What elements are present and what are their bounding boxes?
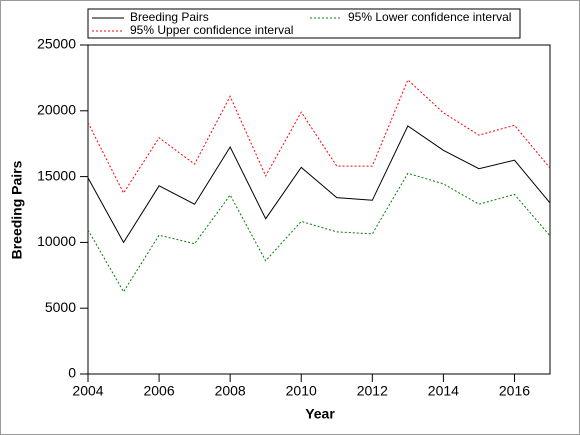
series-line — [87, 172, 551, 293]
y-axis-label: Breeding Pairs — [9, 160, 25, 259]
y-tick-label: 10000 — [37, 233, 76, 249]
x-tick-label: 2014 — [428, 383, 459, 399]
legend-label: 95% Upper confidence interval — [130, 23, 293, 37]
x-axis-label: Year — [305, 406, 335, 422]
plot-area — [87, 44, 551, 375]
y-tick-label: 25000 — [37, 36, 76, 52]
y-tick-label: 15000 — [37, 167, 76, 183]
y-tick-label: 0 — [68, 365, 76, 381]
y-tick-label: 20000 — [37, 102, 76, 118]
x-tick-label: 2004 — [72, 383, 103, 399]
legend-label: Breeding Pairs — [130, 10, 209, 24]
x-tick-label: 2006 — [143, 383, 174, 399]
series-line — [87, 125, 551, 244]
x-tick-label: 2008 — [215, 383, 246, 399]
x-tick-label: 2016 — [499, 383, 530, 399]
y-tick-label: 5000 — [45, 299, 76, 315]
x-tick-label: 2010 — [286, 383, 317, 399]
series-line — [87, 79, 551, 195]
legend-box — [87, 8, 521, 39]
x-tick-label: 2012 — [357, 383, 388, 399]
legend-label: 95% Lower confidence interval — [348, 10, 511, 24]
